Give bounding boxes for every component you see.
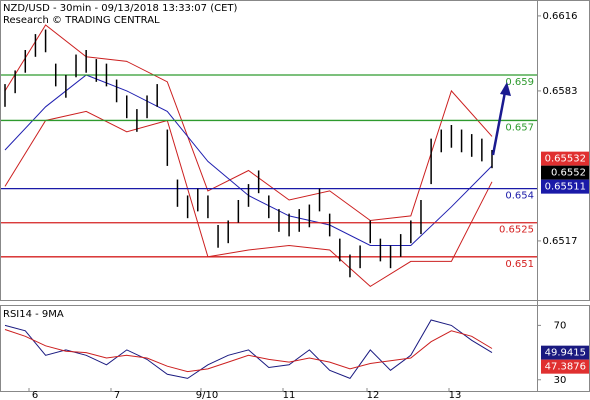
indicator-line bbox=[4, 74, 493, 246]
level-label: 0.651 bbox=[505, 259, 534, 270]
level-label: 0.657 bbox=[505, 122, 534, 133]
x-tick-label: 13 bbox=[449, 390, 462, 400]
rsi-panel bbox=[0, 305, 590, 392]
indicator-line bbox=[4, 329, 493, 373]
y-tick-label: 0.6517 bbox=[543, 236, 578, 247]
chart-title: NZD/USD - 30min - 09/13/2018 13:33:07 (C… bbox=[3, 3, 237, 14]
y-tick-label: 70 bbox=[554, 320, 567, 331]
y-tick-label: 30 bbox=[554, 375, 567, 386]
value-box bbox=[541, 359, 589, 374]
price-box bbox=[541, 165, 589, 180]
price-box-label: 0.6552 bbox=[551, 168, 586, 179]
x-tick-label: 6 bbox=[32, 390, 38, 400]
price-box-label: 0.65511 bbox=[545, 182, 586, 193]
x-tick-label: 9/10 bbox=[196, 390, 218, 400]
level-label: 0.654 bbox=[505, 191, 534, 202]
value-box-label: 47.3876 bbox=[545, 362, 586, 373]
price-panel bbox=[0, 0, 590, 301]
arrow-shaft bbox=[491, 91, 507, 156]
y-tick-label: 0.6583 bbox=[543, 86, 578, 97]
price-box bbox=[541, 151, 589, 166]
chart-subtitle: Research © TRADING CENTRAL bbox=[3, 15, 160, 26]
y-tick-label: 0.6616 bbox=[543, 11, 578, 22]
value-box bbox=[541, 345, 589, 360]
arrow-head bbox=[500, 82, 511, 96]
x-tick-label: 7 bbox=[114, 390, 120, 400]
projection-arrow bbox=[491, 82, 511, 156]
value-box-label: 49.9415 bbox=[545, 348, 586, 359]
rsi-title: RSI14 - 9MA bbox=[3, 309, 64, 320]
x-tick-label: 11 bbox=[283, 390, 296, 400]
price-box bbox=[541, 179, 589, 194]
price-box-label: 0.65532 bbox=[545, 154, 586, 165]
level-label: 0.6525 bbox=[499, 225, 534, 236]
indicator-line bbox=[4, 319, 493, 380]
indicator-line bbox=[4, 110, 493, 288]
level-label: 0.659 bbox=[505, 77, 534, 88]
x-tick-label: 12 bbox=[367, 390, 380, 400]
